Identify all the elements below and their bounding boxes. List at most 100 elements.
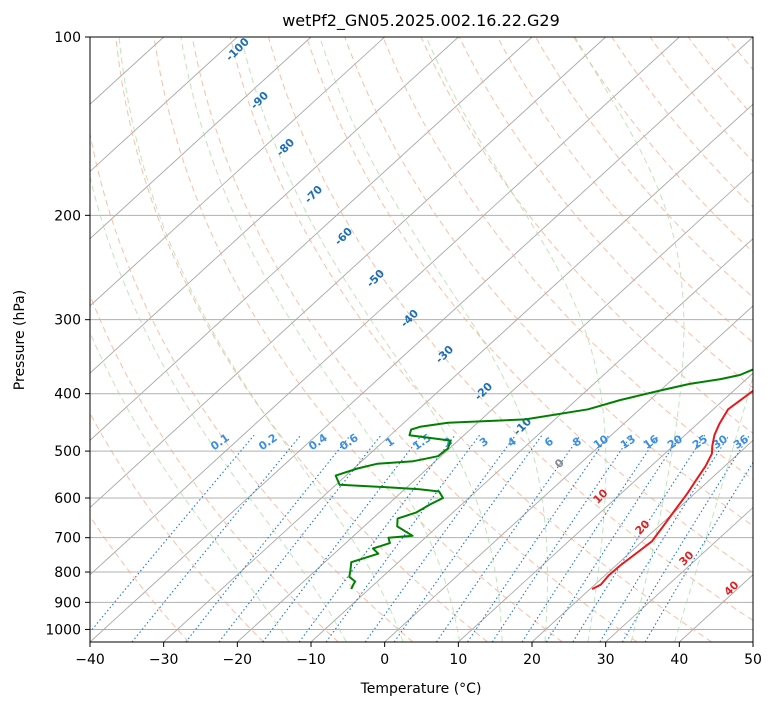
isotherm-line bbox=[237, 170, 753, 642]
mixing-ratio-label: 6 bbox=[542, 434, 556, 449]
dry-adiabat-line bbox=[344, 37, 753, 527]
dry-adiabat-line bbox=[90, 515, 190, 642]
dry-adiabat-line bbox=[611, 37, 753, 208]
moist-adiabat-label: 0 bbox=[552, 456, 567, 471]
temperature-profile-line bbox=[591, 389, 753, 590]
isopleth-labels: -100-90-80-70-60-50-40-30-20-100.1 0.2 0.4… bbox=[208, 37, 751, 599]
moist-adiabat-line bbox=[180, 37, 461, 642]
x-tick-label: −30 bbox=[149, 652, 179, 668]
moist-adiabat-line bbox=[674, 374, 753, 642]
dry-adiabat-line bbox=[153, 37, 563, 642]
mixing-ratio-line bbox=[393, 434, 543, 642]
y-tick-label: 500 bbox=[54, 444, 81, 460]
isotherm-line bbox=[310, 238, 753, 642]
dry-adiabat-line bbox=[90, 131, 414, 642]
dry-adiabat-label: -60 bbox=[332, 225, 355, 248]
moist-adiabat-label: 10 bbox=[591, 486, 611, 506]
mixing-ratio-line bbox=[325, 434, 481, 642]
x-axis: −40 −30 −20 −10 0 10 20 30 40 50 bbox=[75, 642, 762, 668]
mixing-ratio-label: 0.2 bbox=[256, 431, 279, 453]
isotherm-line bbox=[90, 37, 238, 173]
mixing-ratio-line bbox=[545, 434, 682, 642]
dry-adiabat-label: -90 bbox=[248, 89, 271, 112]
mixing-ratio-label: 4 bbox=[505, 434, 519, 449]
y-tick-label: 600 bbox=[54, 491, 81, 507]
x-tick-label: 20 bbox=[523, 652, 541, 668]
mixing-ratio-line bbox=[572, 434, 706, 642]
mixing-ratio-line bbox=[467, 434, 610, 642]
moist-adiabat-line bbox=[574, 37, 685, 642]
dry-adiabat-line bbox=[115, 37, 488, 642]
mixing-ratio-label: 10 bbox=[591, 432, 611, 452]
y-tick-label: 700 bbox=[54, 531, 81, 547]
mixing-ratio-label: 1 bbox=[383, 435, 397, 450]
x-tick-label: 30 bbox=[597, 652, 615, 668]
background-lines bbox=[90, 37, 753, 642]
moist-adiabat-label: 40 bbox=[722, 578, 742, 598]
dry-adiabat-label: -30 bbox=[433, 343, 456, 366]
isotherm-line bbox=[90, 37, 753, 642]
y-tick-label: 800 bbox=[54, 565, 81, 581]
x-tick-label: −10 bbox=[296, 652, 326, 668]
y-tick-label: 100 bbox=[54, 30, 81, 46]
moist-adiabat-label: 30 bbox=[677, 548, 697, 568]
dry-adiabat-line bbox=[191, 37, 638, 642]
isotherm-line bbox=[384, 305, 753, 642]
mixing-ratio-label: 3 bbox=[477, 435, 491, 450]
mixing-ratio-line bbox=[131, 434, 302, 642]
dry-adiabat-line bbox=[382, 37, 753, 481]
y-tick-label: 400 bbox=[54, 387, 81, 403]
dewpoint-profile-line bbox=[334, 368, 753, 590]
dry-adiabat-label: -70 bbox=[302, 183, 325, 206]
dry-adiabat-label: -80 bbox=[274, 136, 297, 159]
moist-adiabat-line bbox=[425, 37, 607, 642]
isotherm-line bbox=[90, 37, 533, 441]
plot-frame bbox=[89, 36, 754, 643]
dry-adiabat-label: -20 bbox=[472, 380, 495, 403]
mixing-ratio-label: 36 bbox=[731, 432, 751, 452]
moist-adiabat-line bbox=[90, 174, 347, 642]
moist-adiabat-line bbox=[319, 37, 548, 642]
dry-adiabat-line bbox=[229, 37, 712, 642]
isotherm-line bbox=[605, 506, 753, 642]
isotherm-line bbox=[90, 37, 606, 509]
x-tick-label: 0 bbox=[380, 652, 389, 668]
dry-adiabat-label: -40 bbox=[398, 307, 421, 330]
mixing-ratio-line bbox=[185, 434, 351, 642]
y-tick-label: 900 bbox=[54, 595, 81, 611]
mixing-ratio-label: 0.1 bbox=[208, 431, 231, 453]
dry-adiabat-label: -50 bbox=[364, 267, 387, 290]
profile-lines bbox=[334, 368, 753, 590]
x-tick-label: 50 bbox=[744, 652, 762, 668]
x-axis-label: Temperature (°C) bbox=[360, 681, 482, 697]
chart-title: wetPf2_GN05.2025.002.16.22.G29 bbox=[282, 11, 560, 31]
y-axis-label: Pressure (hPa) bbox=[12, 290, 28, 390]
mixing-ratio-line bbox=[298, 434, 456, 642]
dry-adiabat-line bbox=[420, 37, 753, 435]
isotherm-line bbox=[531, 439, 753, 642]
mixing-ratio-line bbox=[599, 434, 730, 642]
isotherm-line bbox=[90, 37, 680, 576]
y-tick-label: 300 bbox=[54, 313, 81, 329]
mixing-ratio-label: 1.5 bbox=[410, 431, 433, 453]
x-tick-label: −20 bbox=[223, 652, 253, 668]
y-tick-label: 1000 bbox=[45, 622, 81, 638]
dry-adiabat-line bbox=[90, 412, 264, 642]
x-tick-label: 40 bbox=[670, 652, 688, 668]
moist-adiabat-line bbox=[90, 331, 290, 642]
isotherm-line bbox=[752, 641, 753, 642]
isotherm-line bbox=[90, 37, 459, 374]
dry-adiabat-line bbox=[573, 37, 753, 253]
x-tick-label: −40 bbox=[75, 652, 105, 668]
dry-adiabat-line bbox=[268, 37, 753, 622]
isotherm-line bbox=[163, 103, 753, 642]
mixing-ratio-label: 0.6 bbox=[337, 431, 361, 453]
mixing-ratio-line bbox=[262, 434, 422, 642]
x-tick-label: 10 bbox=[449, 652, 467, 668]
mixing-ratio-label: 13 bbox=[618, 432, 638, 451]
moist-adiabat-line bbox=[240, 37, 503, 642]
dry-adiabat-line bbox=[535, 37, 753, 298]
mixing-ratio-line bbox=[435, 434, 582, 642]
moist-adiabat-line bbox=[118, 37, 404, 642]
